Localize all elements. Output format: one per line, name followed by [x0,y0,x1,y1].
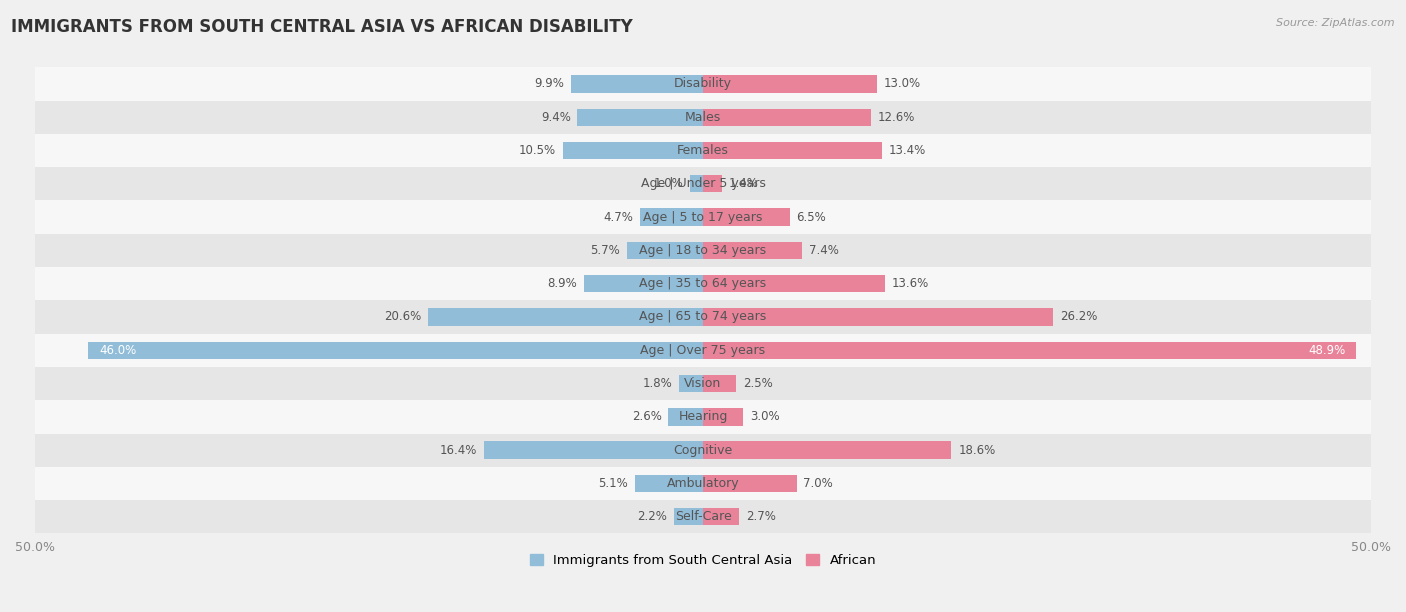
Bar [673,508,703,525]
Text: 1.4%: 1.4% [728,177,758,190]
Text: IMMIGRANTS FROM SOUTH CENTRAL ASIA VS AFRICAN DISABILITY: IMMIGRANTS FROM SOUTH CENTRAL ASIA VS AF… [11,18,633,36]
Text: 9.9%: 9.9% [534,78,564,91]
Text: 20.6%: 20.6% [384,310,422,324]
Text: 1.8%: 1.8% [643,377,672,390]
Text: 13.0%: 13.0% [883,78,921,91]
Text: Age | 65 to 74 years: Age | 65 to 74 years [640,310,766,324]
Bar [427,308,703,326]
Text: 2.2%: 2.2% [637,510,666,523]
Text: Females: Females [678,144,728,157]
Text: 7.0%: 7.0% [803,477,832,490]
Text: 2.6%: 2.6% [631,411,662,424]
Bar [578,108,703,126]
Bar [703,242,801,259]
Bar [703,341,1357,359]
Text: 10.5%: 10.5% [519,144,555,157]
Text: 5.7%: 5.7% [591,244,620,257]
Text: Age | Under 5 years: Age | Under 5 years [641,177,765,190]
Text: 7.4%: 7.4% [808,244,838,257]
Bar [562,142,703,159]
Bar [35,267,1371,300]
Bar [703,175,721,192]
Text: Age | Over 75 years: Age | Over 75 years [641,344,765,357]
Bar [668,408,703,425]
Bar [484,441,703,459]
Text: 46.0%: 46.0% [100,344,136,357]
Text: 12.6%: 12.6% [877,111,915,124]
Text: 2.7%: 2.7% [745,510,776,523]
Text: 4.7%: 4.7% [603,211,634,223]
Text: 13.4%: 13.4% [889,144,927,157]
Text: 16.4%: 16.4% [440,444,477,457]
Bar [571,75,703,92]
Bar [689,175,703,192]
Bar [627,242,703,259]
Bar [35,300,1371,334]
Bar [35,67,1371,100]
Text: Self-Care: Self-Care [675,510,731,523]
Text: Source: ZipAtlas.com: Source: ZipAtlas.com [1277,18,1395,28]
Text: 18.6%: 18.6% [957,444,995,457]
Text: 6.5%: 6.5% [797,211,827,223]
Text: 9.4%: 9.4% [541,111,571,124]
Text: Vision: Vision [685,377,721,390]
Bar [703,75,877,92]
Bar [703,209,790,226]
Bar [35,134,1371,167]
Bar [35,433,1371,467]
Bar [703,308,1053,326]
Bar [703,475,797,492]
Text: Disability: Disability [673,78,733,91]
Bar [35,500,1371,534]
Bar [35,167,1371,201]
Text: Age | 18 to 34 years: Age | 18 to 34 years [640,244,766,257]
Bar [703,441,952,459]
Text: Age | 35 to 64 years: Age | 35 to 64 years [640,277,766,290]
Text: 5.1%: 5.1% [599,477,628,490]
Bar [35,334,1371,367]
Bar [89,341,703,359]
Bar [703,275,884,293]
Bar [35,400,1371,433]
Text: 3.0%: 3.0% [749,411,779,424]
Text: 13.6%: 13.6% [891,277,928,290]
Bar [640,209,703,226]
Text: Ambulatory: Ambulatory [666,477,740,490]
Bar [703,108,872,126]
Bar [583,275,703,293]
Bar [703,142,882,159]
Legend: Immigrants from South Central Asia, African: Immigrants from South Central Asia, Afri… [524,549,882,573]
Text: Hearing: Hearing [678,411,728,424]
Bar [35,367,1371,400]
Text: 26.2%: 26.2% [1060,310,1097,324]
Bar [35,234,1371,267]
Bar [703,508,740,525]
Bar [35,467,1371,500]
Bar [679,375,703,392]
Bar [35,201,1371,234]
Text: Males: Males [685,111,721,124]
Text: 2.5%: 2.5% [744,377,773,390]
Bar [636,475,703,492]
Text: 1.0%: 1.0% [654,177,683,190]
Text: Age | 5 to 17 years: Age | 5 to 17 years [644,211,762,223]
Text: 48.9%: 48.9% [1309,344,1346,357]
Text: Cognitive: Cognitive [673,444,733,457]
Bar [35,100,1371,134]
Bar [703,408,744,425]
Text: 8.9%: 8.9% [548,277,578,290]
Bar [703,375,737,392]
